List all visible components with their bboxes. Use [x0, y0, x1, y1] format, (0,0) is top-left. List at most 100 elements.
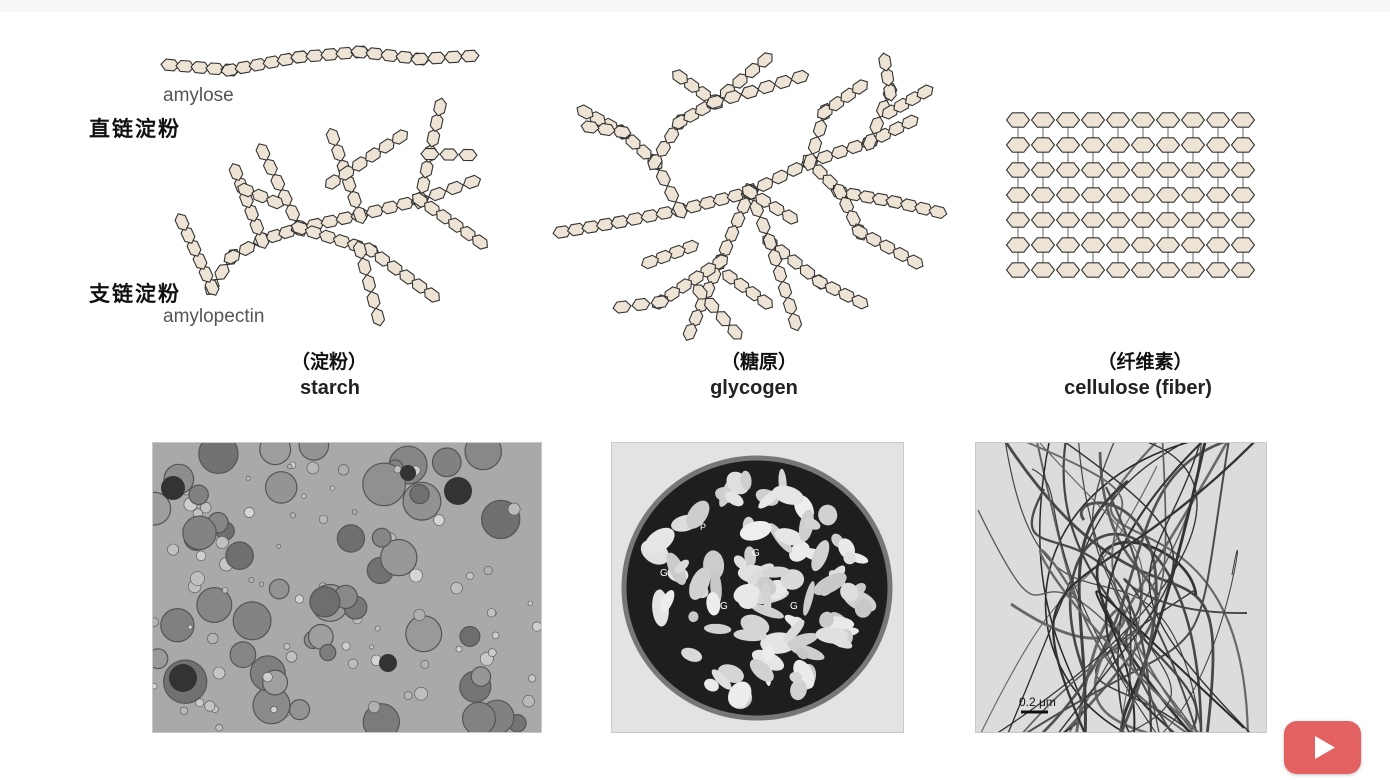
glucose-hexagon — [596, 122, 616, 137]
glucose-hexagon — [254, 230, 270, 250]
play-icon — [1315, 736, 1335, 759]
glucose-hexagon — [790, 69, 810, 85]
glucose-hexagon — [223, 249, 241, 265]
starch-granule — [200, 502, 212, 514]
cellulose-hexagon — [1230, 212, 1256, 228]
glucose-hexagon — [906, 254, 924, 270]
starch-granule — [431, 447, 462, 478]
cellulose-hexagon — [1105, 187, 1131, 203]
glucose-hexagon — [244, 203, 260, 222]
glycogen-granule — [686, 500, 710, 529]
glucose-hexagon — [433, 97, 447, 117]
starch-granule — [522, 695, 535, 708]
glucose-hexagon — [395, 50, 415, 64]
cellulose-hexagon — [1155, 162, 1181, 178]
cellulose-hexagon — [1230, 137, 1256, 153]
cellulose-fiber — [1039, 443, 1083, 732]
starch-granule — [232, 601, 272, 641]
starch-granule — [455, 645, 463, 653]
glucose-hexagon — [234, 60, 254, 75]
glucose-hexagon — [631, 297, 651, 312]
play-button[interactable] — [1284, 721, 1361, 774]
starch-granule — [301, 493, 307, 499]
cellulose-hexagon — [1080, 262, 1106, 278]
glucose-hexagon — [472, 234, 488, 250]
glucose-hexagon — [699, 262, 717, 278]
dark-granule — [161, 476, 185, 500]
cellulose-hexagon — [1005, 112, 1031, 128]
glycogen-granule — [789, 671, 803, 683]
starch-granule — [198, 443, 239, 474]
glycogen-chain — [817, 79, 868, 120]
starch-granule — [409, 483, 430, 505]
cellulose-fiber — [1031, 468, 1157, 732]
glucose-hexagon — [439, 148, 459, 161]
starch-granule — [245, 475, 251, 481]
glucose-hexagon — [782, 296, 798, 316]
glucose-hexagon — [335, 46, 355, 60]
amylopectin-chain — [412, 192, 488, 250]
starch-granule — [153, 617, 159, 627]
starch-granule — [341, 641, 351, 651]
starch-granule — [351, 509, 358, 515]
cellulose-hexagon — [1105, 112, 1131, 128]
starch-granule — [459, 625, 481, 647]
glucose-hexagon — [741, 184, 759, 200]
starch-granule — [374, 625, 381, 632]
glucose-hexagon — [682, 323, 698, 341]
glucose-hexagon — [839, 196, 855, 215]
glucose-hexagon — [730, 211, 746, 229]
glucose-hexagon — [338, 165, 355, 181]
glucose-hexagon — [828, 96, 845, 112]
glucose-hexagon — [304, 225, 324, 240]
starch-granule — [336, 524, 366, 553]
glycogen-granule — [749, 659, 774, 682]
micrograph-label-g2: G — [660, 568, 668, 579]
glucose-hexagon — [347, 190, 362, 209]
starch-granule — [289, 512, 296, 519]
starch-granule — [276, 543, 281, 549]
starch-granule — [318, 514, 329, 524]
glucose-hexagon — [727, 324, 743, 340]
cellulose-hexagon — [1030, 137, 1056, 153]
starch-granule — [462, 701, 496, 732]
slide: amylose 直链淀粉 支链淀粉 amylopectin （淀粉） starc… — [0, 12, 1390, 780]
glucose-hexagon — [248, 58, 268, 72]
glycogen-granule — [660, 590, 675, 613]
cellulose-fiber — [1123, 578, 1248, 732]
glucose-hexagon — [448, 217, 464, 233]
cellulose-hexagon — [1130, 187, 1156, 203]
starch-granule — [298, 443, 330, 461]
glucose-hexagon — [443, 50, 464, 64]
glucose-hexagon — [757, 79, 776, 95]
glucose-hexagon — [733, 277, 750, 293]
starch-granule — [371, 527, 392, 548]
starch-granule — [491, 631, 500, 640]
glycogen-granule — [783, 619, 805, 643]
glucose-hexagon — [698, 195, 718, 210]
glucose-hexagon — [612, 300, 632, 314]
glycogen-granule — [840, 582, 859, 602]
cellulose-hexagon — [1155, 262, 1181, 278]
glucose-hexagon — [688, 309, 704, 327]
glycogen-granule — [688, 611, 699, 623]
cellulose-hexagon — [1155, 187, 1181, 203]
starch-micrograph — [152, 442, 542, 733]
glycogen-granule — [740, 470, 752, 491]
cellulose-hexagon — [1230, 237, 1256, 253]
glucose-hexagon — [462, 174, 482, 190]
glycogen-granule — [796, 647, 809, 660]
starch-granule — [196, 587, 233, 624]
starch-granule — [414, 686, 428, 701]
starch-granule — [368, 700, 381, 714]
cellulose-hexagon — [1105, 137, 1131, 153]
glucose-hexagon — [366, 290, 381, 310]
cellulose-fiber — [1026, 443, 1195, 732]
glucose-hexagon — [305, 49, 325, 63]
cellulose-hexagon — [1180, 137, 1206, 153]
glucose-hexagon — [640, 254, 660, 270]
cellulose-hexagon — [1130, 262, 1156, 278]
glycogen-granule — [738, 591, 759, 610]
glycogen-granule — [790, 679, 807, 701]
glycogen-chain — [640, 239, 700, 270]
